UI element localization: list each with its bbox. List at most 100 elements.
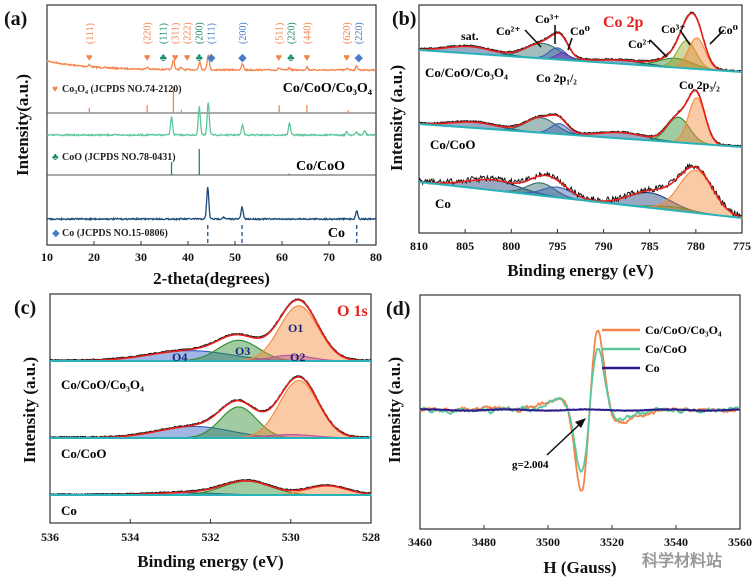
epr-trace-2 — [419, 408, 740, 413]
background-line — [418, 181, 743, 219]
x-tick-label: 30 — [135, 250, 147, 264]
y-axis-label: Intensity (a.u.) — [385, 357, 404, 463]
annotation-arrow — [546, 421, 583, 456]
x-tick-label: 532 — [202, 530, 220, 544]
x-tick-label: 790 — [595, 239, 613, 253]
component-label: O2 — [290, 350, 305, 364]
hkl-label: (222) — [183, 22, 194, 44]
x-tick-label: 3460 — [408, 535, 432, 549]
x-tick-label: 795 — [548, 239, 566, 253]
hkl-label: (111) — [85, 23, 96, 44]
reference-marker-icon: ◆ — [52, 228, 60, 239]
reference-label: CoO (JCPDS NO.78-0431) — [62, 152, 176, 163]
panel-d-frame — [419, 294, 741, 530]
hkl-label: (200) — [238, 22, 249, 44]
phase-marker-icon: ♥ — [343, 52, 350, 64]
x-tick-label: 3500 — [536, 535, 560, 549]
x-tick-label: 80 — [370, 250, 382, 264]
g-factor-annotation: g=2.004 — [512, 459, 549, 471]
hkl-label: (220) — [143, 22, 154, 44]
y-axis-label: Intensity (a.u.) — [387, 65, 406, 171]
x-tick-label: 785 — [641, 239, 659, 253]
x-axis-label: Binding energy (eV) — [137, 552, 283, 571]
panel-label: (b) — [392, 8, 416, 30]
hkl-label: (220) — [286, 22, 297, 44]
peak-annotation: Co 2p₃/₂ — [679, 78, 720, 92]
peak-annotation: Co⁰ — [718, 23, 738, 37]
fit-envelope — [418, 165, 742, 218]
phase-marker-icon: ♥ — [304, 52, 311, 64]
reference-marker-icon: ♥ — [52, 84, 58, 95]
phase-marker-icon: ◆ — [354, 52, 363, 64]
hkl-label: (220) — [354, 22, 365, 44]
panel-1-frame — [418, 4, 743, 234]
phase-marker-icon: ♥ — [86, 52, 93, 64]
reference-label: Co (JCPDS NO.15-0806) — [62, 228, 168, 239]
legend-label: Co/CoO — [645, 342, 687, 356]
annotation-arrow — [567, 37, 573, 51]
sample-label: Co/CoO — [296, 159, 345, 174]
xrd-trace-0 — [46, 53, 377, 73]
background-line — [418, 49, 743, 73]
peak-annotation: Co⁰ — [570, 24, 590, 38]
x-tick-label: 3520 — [600, 535, 624, 549]
phase-marker-icon: ♣ — [196, 52, 203, 64]
peak-annotation: Co²⁺ — [496, 24, 521, 38]
peak-annotation: Co³⁺ — [535, 12, 560, 26]
watermark: 科学材料站 — [642, 551, 722, 570]
sample-label: Co — [435, 196, 451, 211]
panel-label: (d) — [386, 298, 410, 320]
hkl-label: (311) — [171, 23, 182, 44]
x-tick-label: 530 — [282, 530, 300, 544]
y-axis-label: Intensity(a.u.) — [13, 74, 32, 176]
sample-label: Co/CoO/Co₃O₄ — [283, 81, 373, 96]
x-tick-label: 810 — [410, 239, 428, 253]
annotation-arrow — [679, 29, 691, 46]
sample-label: Co — [61, 503, 77, 518]
background-line — [418, 123, 743, 148]
x-tick-label: 805 — [456, 239, 474, 253]
component-label: O3 — [235, 344, 250, 358]
annotation-arrow — [649, 39, 668, 58]
chart-title: Co 2p — [603, 14, 644, 31]
panel-label: (a) — [4, 8, 27, 30]
fit-envelope — [419, 12, 742, 73]
x-tick-label: 3560 — [728, 535, 752, 549]
x-tick-label: 534 — [121, 530, 139, 544]
x-tick-label: 20 — [88, 250, 100, 264]
phase-marker-icon: ◆ — [238, 52, 247, 64]
peak-annotation: sat. — [461, 29, 479, 43]
x-tick-label: 3540 — [664, 535, 688, 549]
hkl-label: (111) — [159, 23, 170, 44]
x-tick-label: 50 — [229, 250, 241, 264]
phase-marker-icon: ♥ — [144, 52, 151, 64]
sample-label: Co/CoO/Co₃O₄ — [61, 377, 144, 392]
x-tick-label: 800 — [502, 239, 520, 253]
sample-label: Co/CoO/Co₃O₄ — [425, 65, 508, 80]
legend-label: Co/CoO/Co₃O₄ — [645, 323, 722, 337]
xrd-trace-2 — [46, 186, 377, 222]
panel-label: (c) — [14, 297, 36, 319]
sample-label: Co/CoO — [430, 137, 476, 152]
x-tick-label: 536 — [41, 530, 59, 544]
phase-marker-icon: ♥ — [276, 52, 283, 64]
peak-annotation: Co 2p₁/₂ — [536, 71, 577, 85]
x-tick-label: 40 — [182, 250, 194, 264]
x-tick-label: 780 — [687, 239, 705, 253]
fit-envelope — [419, 89, 742, 148]
x-tick-label: 3480 — [472, 535, 496, 549]
phase-marker-icon: ♥ — [184, 52, 191, 64]
component-label: O4 — [172, 350, 187, 364]
sample-label: Co/CoO — [61, 446, 107, 461]
x-axis-label: 2-theta(degrees) — [153, 269, 270, 288]
panel-a-frame — [46, 4, 377, 246]
peak-annotation: Co²⁺ — [628, 37, 653, 51]
peak-annotation: Co³⁺ — [661, 22, 686, 36]
x-tick-label: 70 — [323, 250, 335, 264]
component-label: O1 — [288, 321, 303, 335]
experimental-spectrum — [50, 478, 372, 496]
x-tick-label: 528 — [362, 530, 380, 544]
annotation-arrow — [524, 29, 542, 48]
x-tick-label: 10 — [41, 250, 53, 264]
